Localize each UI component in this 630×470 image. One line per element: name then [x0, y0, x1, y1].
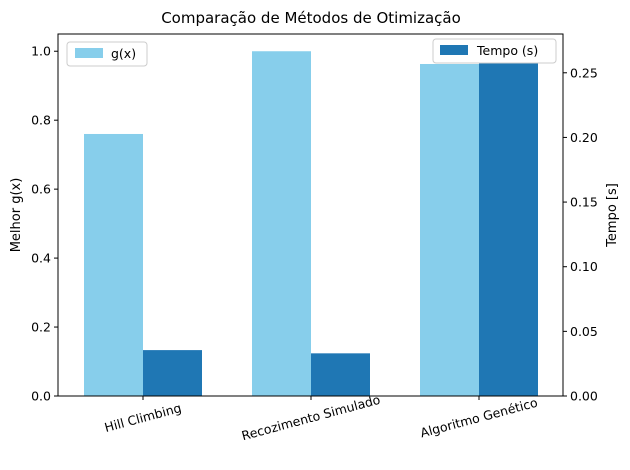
bar-tempo-0: [143, 350, 202, 396]
right-tick-label: 0.05: [570, 324, 598, 339]
left-tick-label: 0.0: [31, 389, 51, 404]
bar-gx-2: [420, 63, 479, 396]
x-axis: Hill Climbing Recozimento Simulado Algorit…: [103, 392, 539, 443]
x-tick-label: Algoritmo Genético: [419, 395, 540, 441]
right-tick-label: 0.15: [570, 195, 598, 210]
left-tick-label: 1.0: [31, 44, 51, 59]
bars-layer: [84, 51, 538, 397]
left-tick-label: 0.6: [31, 182, 51, 197]
right-tick-label: 0.25: [570, 65, 598, 80]
legend-tempo: Tempo (s): [432, 38, 557, 64]
legend-gx: g(x): [66, 41, 148, 67]
bar-gx-1: [252, 51, 311, 396]
right-y-axis: 0.00 0.05 0.10 0.15 0.20 0.25: [563, 65, 598, 404]
left-y-axis: 0.0 0.2 0.4 0.6 0.8 1.0: [31, 44, 58, 404]
bar-tempo-1: [311, 353, 370, 396]
left-tick-label: 0.4: [31, 251, 51, 266]
legend-gx-label: g(x): [111, 46, 136, 61]
right-tick-label: 0.20: [570, 130, 598, 145]
legend-tempo-label: Tempo (s): [476, 43, 538, 58]
x-tick-label: Hill Climbing: [103, 400, 183, 435]
legend-tempo-swatch: [440, 45, 468, 55]
left-y-axis-label: Melhor g(x): [9, 178, 24, 253]
bar-tempo-2: [479, 53, 538, 397]
bar-gx-0: [84, 133, 143, 396]
legend-gx-swatch: [75, 48, 103, 58]
chart-title: Comparação de Métodos de Otimização: [161, 9, 461, 27]
left-tick-label: 0.2: [31, 320, 51, 335]
right-tick-label: 0.10: [570, 259, 598, 274]
right-tick-label: 0.00: [570, 389, 598, 404]
right-y-axis-label: Tempo [s]: [605, 183, 620, 248]
left-tick-label: 0.8: [31, 113, 51, 128]
